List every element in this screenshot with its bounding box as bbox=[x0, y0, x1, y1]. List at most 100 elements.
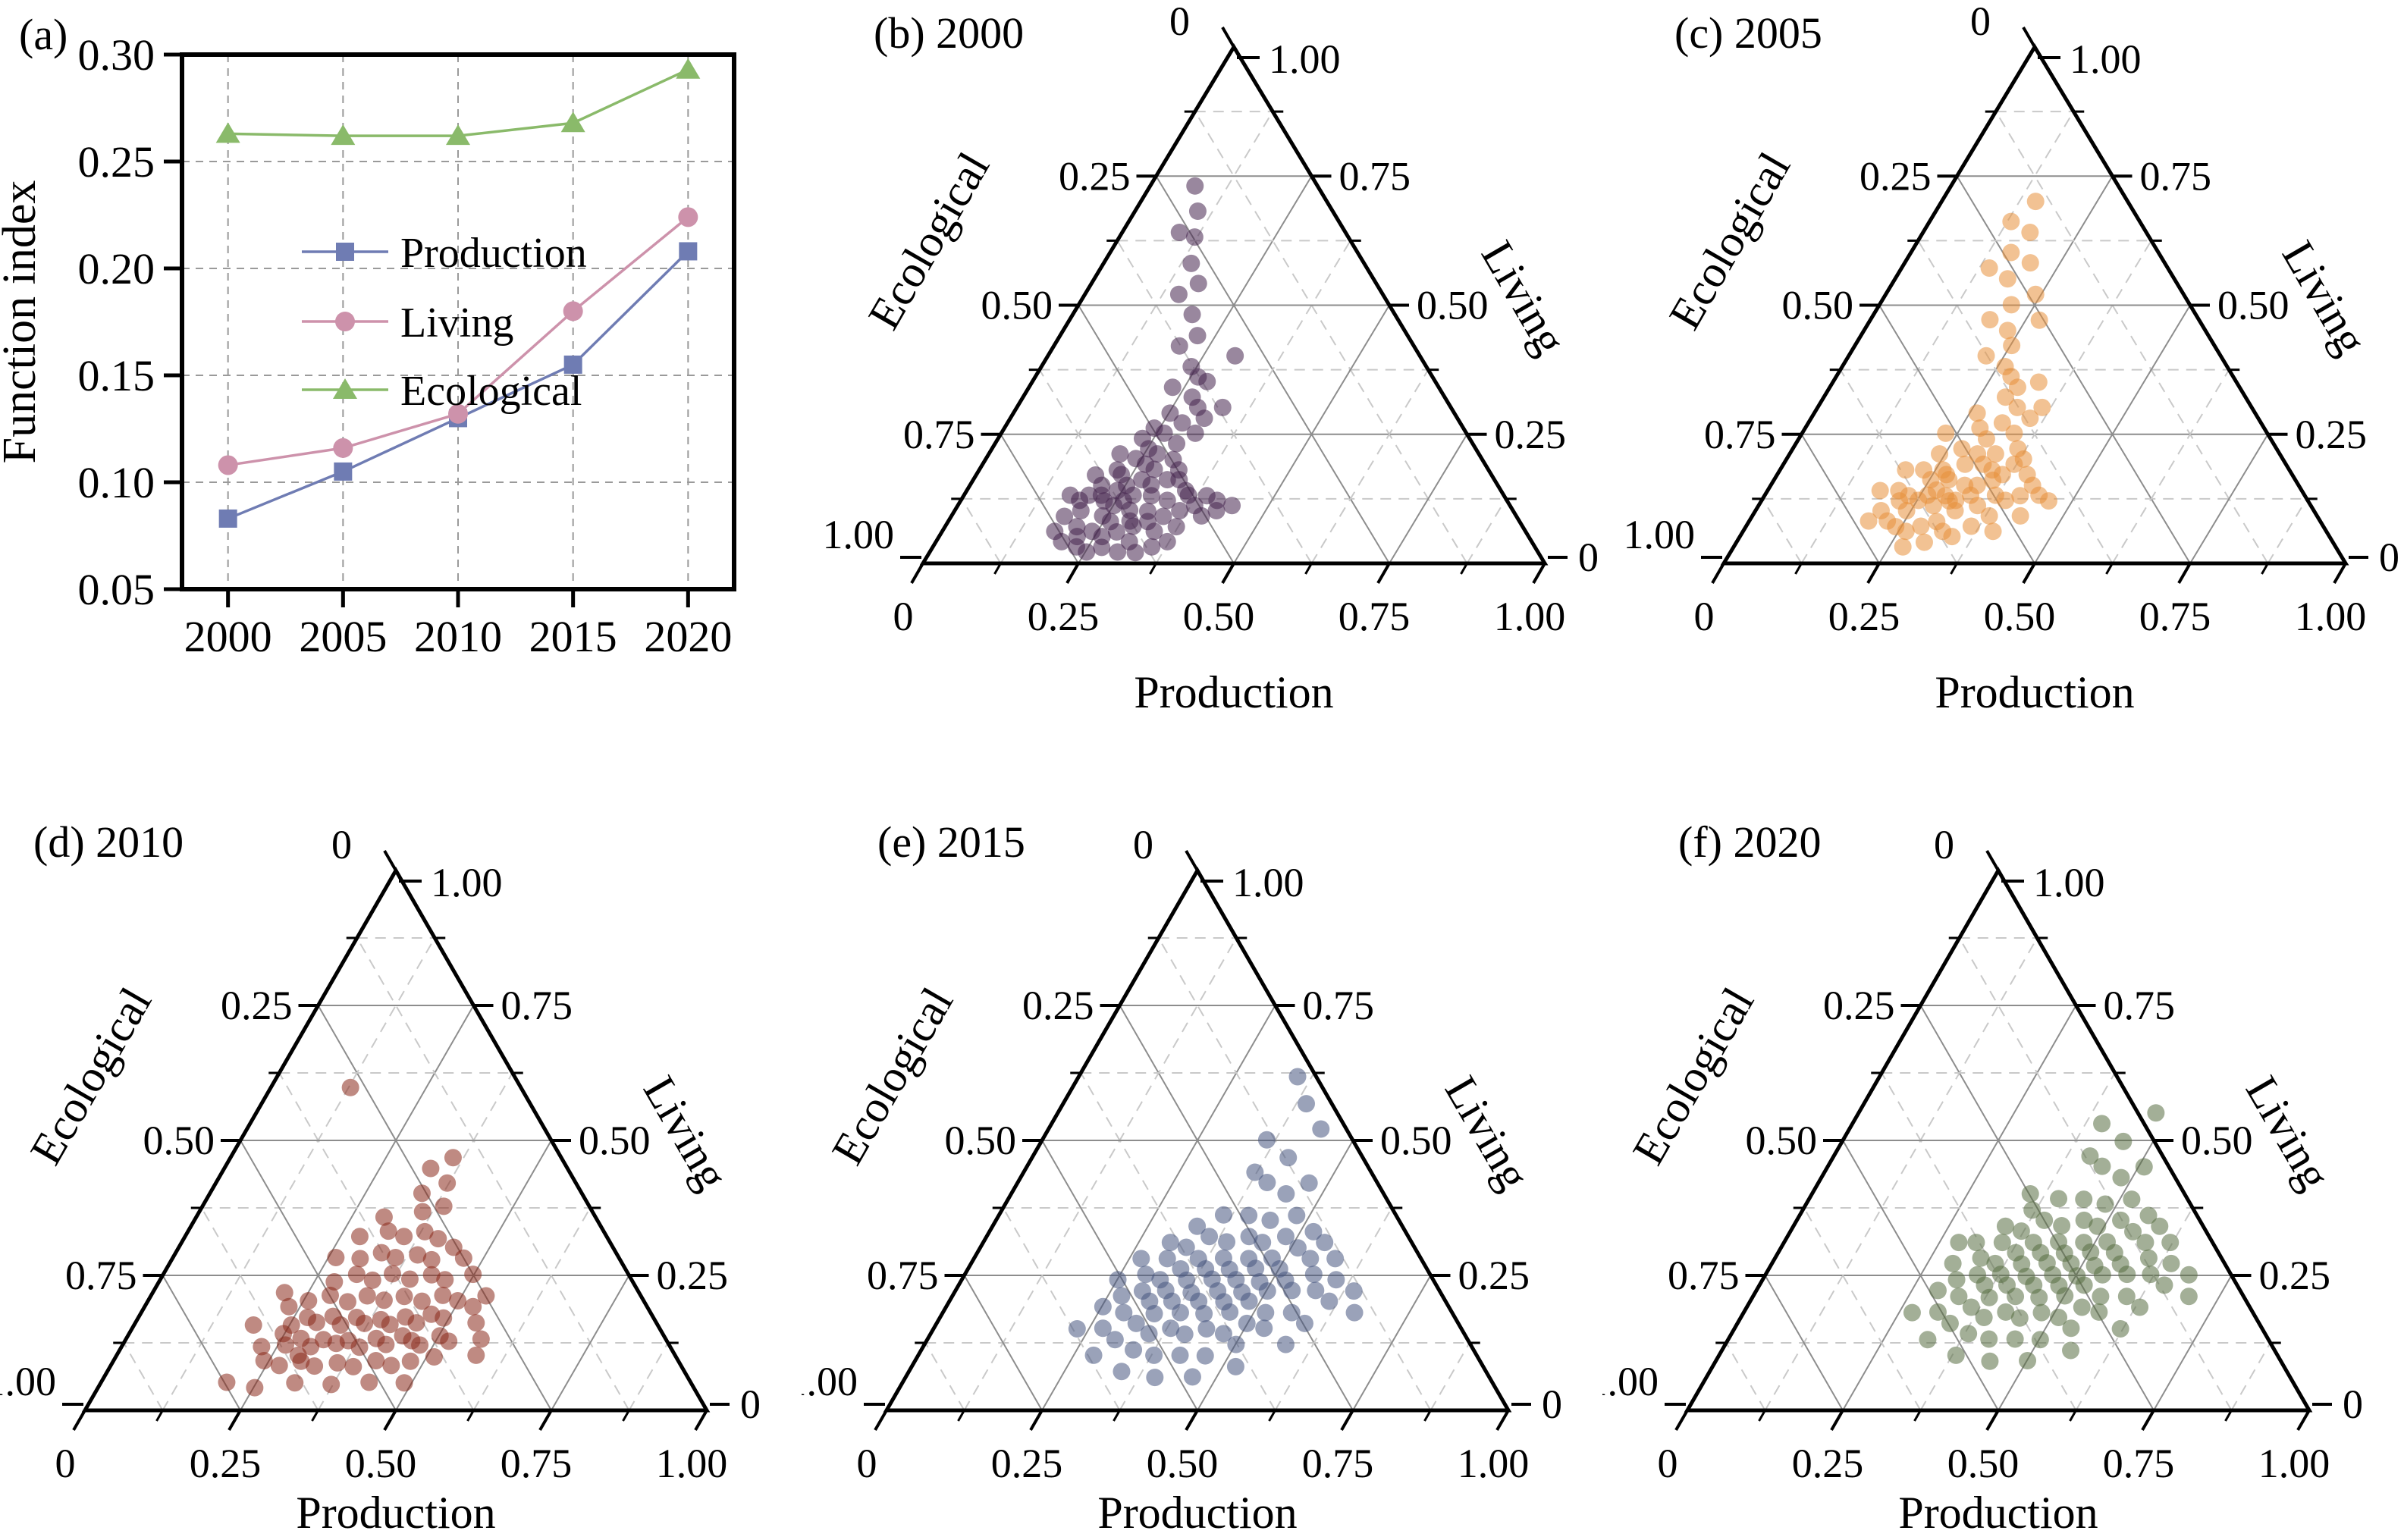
scatter-point bbox=[218, 1373, 236, 1391]
scatter-point bbox=[275, 1284, 293, 1302]
scatter-point bbox=[1872, 502, 1890, 520]
scatter-point bbox=[2180, 1288, 2198, 1306]
scatter-point bbox=[1101, 513, 1119, 531]
scatter-point bbox=[1859, 512, 1878, 530]
scatter-point bbox=[360, 1373, 378, 1391]
scatter-point bbox=[1213, 398, 1232, 416]
scatter-point bbox=[1950, 1288, 1968, 1306]
scatter-point bbox=[1056, 507, 1074, 525]
scatter-point bbox=[1094, 1297, 1112, 1316]
scatter-point bbox=[1154, 507, 1172, 525]
scatter-point bbox=[1956, 455, 1974, 473]
bottom-tick-label: 0.50 bbox=[1147, 1441, 1219, 1486]
legend-label-living: Living bbox=[400, 300, 513, 347]
scatter-point bbox=[1258, 1174, 1276, 1192]
scatter-point bbox=[2012, 1222, 2030, 1240]
left-tick-label: 0 bbox=[1133, 822, 1153, 867]
scatter-point bbox=[1298, 1095, 1315, 1113]
scatter-point bbox=[375, 1208, 393, 1226]
scatter-point bbox=[2062, 1319, 2080, 1338]
scatter-point bbox=[1897, 461, 1915, 479]
marker-triangle bbox=[215, 122, 240, 143]
scatter-point bbox=[1288, 1239, 1307, 1257]
scatter-point bbox=[2003, 337, 2021, 355]
scatter-point bbox=[1897, 502, 1916, 520]
scatter-point bbox=[1226, 1357, 1244, 1375]
right-tick-label: 0.50 bbox=[2217, 283, 2289, 328]
scatter-point bbox=[2053, 1216, 2071, 1234]
marker-square bbox=[336, 243, 354, 261]
scatter-point bbox=[1170, 471, 1188, 489]
scatter-point bbox=[2035, 1211, 2054, 1229]
scatter-point bbox=[1115, 1303, 1133, 1322]
scatter-point bbox=[1276, 1335, 1295, 1353]
scatter-point bbox=[1288, 1068, 1307, 1086]
scatter-point bbox=[351, 1250, 369, 1268]
bottom-axis-title: Production bbox=[1898, 1488, 2098, 1538]
scatter-point bbox=[1145, 419, 1163, 438]
scatter-point bbox=[1996, 388, 2014, 406]
scatter-point bbox=[425, 1348, 443, 1366]
left-axis-title: Ecological bbox=[858, 144, 999, 337]
gridlines bbox=[961, 111, 1507, 564]
scatter-point bbox=[2135, 1158, 2153, 1176]
bottom-tick-label: 1.00 bbox=[1458, 1441, 1530, 1486]
scatter-point bbox=[1151, 1271, 1169, 1289]
scatter-point bbox=[1168, 434, 1186, 453]
left-tick-label: 0.75 bbox=[65, 1253, 137, 1298]
scatter-point bbox=[1221, 1303, 1239, 1321]
bottom-axis-title: Production bbox=[1097, 1488, 1297, 1538]
scatter-point bbox=[422, 1159, 440, 1178]
scatter-points bbox=[1046, 177, 1244, 562]
bottom-tick-label: 0 bbox=[55, 1441, 76, 1486]
scatter-point bbox=[1996, 1217, 2014, 1235]
panel-a: (a) 0.05 0.10 0.15 0.20 0.25 0.30 2000 2005 2010… bbox=[0, 0, 802, 770]
left-tick-label: 0 bbox=[331, 822, 352, 867]
gridlines bbox=[1725, 937, 2271, 1411]
scatter-point bbox=[2007, 1244, 2025, 1262]
scatter-point bbox=[2124, 1222, 2142, 1240]
scatter-point bbox=[1223, 497, 1241, 515]
scatter-point bbox=[1227, 1335, 1245, 1353]
scatter-point bbox=[282, 1316, 300, 1335]
right-tick-label: 0.50 bbox=[1380, 1118, 1452, 1163]
scatter-point bbox=[401, 1352, 419, 1370]
scatter-point bbox=[2023, 1201, 2042, 1219]
scatter-point bbox=[2030, 1288, 2048, 1306]
scatter-point bbox=[2033, 398, 2051, 416]
marker-square bbox=[334, 462, 353, 481]
scatter-point bbox=[2032, 1303, 2051, 1322]
scatter-point bbox=[454, 1249, 472, 1267]
scatter-point bbox=[1172, 1259, 1190, 1278]
scatter-point bbox=[413, 1203, 432, 1221]
right-tick-label: 0 bbox=[2343, 1382, 2363, 1427]
scatter-point bbox=[1301, 1250, 1320, 1268]
right-tick-label: 0 bbox=[1542, 1382, 1562, 1427]
scatter-point bbox=[1937, 424, 1955, 442]
ternary-chart-2015: 0.25 0.25 0.25 0.50 0.50 0.50 0.75 0.75 0.75 0 1.0… bbox=[802, 822, 1562, 1538]
scatter-point bbox=[1195, 409, 1213, 428]
scatter-point bbox=[344, 1357, 362, 1375]
scatter-point bbox=[2136, 1234, 2154, 1252]
scatter-point bbox=[435, 1309, 453, 1327]
scatter-point bbox=[1163, 378, 1182, 397]
scatter-point bbox=[1109, 543, 1127, 561]
scatter-point bbox=[1304, 1222, 1323, 1240]
scatter-point bbox=[1279, 1149, 1298, 1167]
left-tick-label: 0.25 bbox=[1859, 153, 1932, 199]
scatter-point bbox=[2007, 1288, 2025, 1306]
scatter-point bbox=[395, 1374, 413, 1392]
scatter-point bbox=[381, 1316, 399, 1334]
y-tick-label: 0.25 bbox=[78, 137, 155, 187]
scatter-point bbox=[1161, 404, 1179, 422]
scatter-point bbox=[1095, 492, 1113, 510]
scatter-point bbox=[1167, 518, 1185, 536]
right-tick-label: 0.75 bbox=[2140, 153, 2212, 199]
panel-c: (c) 2005 0.25 0.25 0.25 0.50 0.50 0.50 0.75 0.7… bbox=[1602, 0, 2404, 770]
right-tick-label: 0.25 bbox=[1495, 412, 1567, 457]
scatter-point bbox=[2031, 1331, 2049, 1349]
scatter-point bbox=[1981, 311, 1999, 329]
scatter-point bbox=[1108, 461, 1126, 479]
scatter-point bbox=[2082, 1243, 2100, 1261]
scatter-point bbox=[1145, 1346, 1163, 1364]
